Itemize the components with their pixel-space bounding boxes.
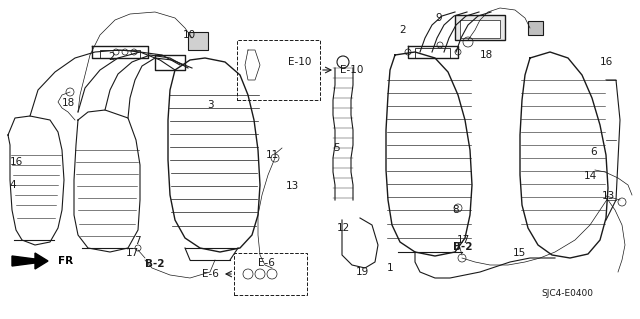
Text: 1: 1 bbox=[387, 263, 394, 273]
Text: 15: 15 bbox=[513, 248, 525, 258]
Text: E-6: E-6 bbox=[257, 258, 275, 268]
Text: FR: FR bbox=[58, 256, 73, 266]
Text: 13: 13 bbox=[602, 191, 614, 201]
Text: E-10: E-10 bbox=[340, 65, 364, 75]
Text: 17: 17 bbox=[125, 248, 139, 258]
Text: 6: 6 bbox=[591, 147, 597, 157]
Bar bbox=[528, 21, 543, 35]
Text: 19: 19 bbox=[355, 267, 369, 277]
Text: 9: 9 bbox=[436, 13, 442, 23]
Text: 16: 16 bbox=[600, 57, 612, 67]
Text: 4: 4 bbox=[10, 180, 16, 190]
Text: SJC4-E0400: SJC4-E0400 bbox=[541, 288, 593, 298]
Bar bbox=[100, 50, 140, 58]
Text: 7: 7 bbox=[134, 236, 140, 246]
Text: 10: 10 bbox=[182, 30, 196, 40]
Text: E-10: E-10 bbox=[288, 57, 312, 67]
Text: 3: 3 bbox=[207, 100, 213, 110]
Text: 8: 8 bbox=[452, 205, 460, 215]
Text: 18: 18 bbox=[479, 50, 493, 60]
Bar bbox=[188, 32, 208, 50]
Polygon shape bbox=[12, 253, 48, 269]
Text: 16: 16 bbox=[10, 157, 22, 167]
Bar bbox=[455, 15, 505, 40]
Bar bbox=[237, 40, 320, 100]
Bar bbox=[234, 253, 307, 295]
Text: 2: 2 bbox=[400, 25, 406, 35]
Bar bbox=[460, 20, 500, 38]
Text: 2: 2 bbox=[109, 52, 115, 62]
Text: B-2: B-2 bbox=[453, 242, 473, 252]
Text: 14: 14 bbox=[584, 171, 596, 181]
Text: 12: 12 bbox=[337, 223, 349, 233]
Text: E-6: E-6 bbox=[202, 269, 219, 279]
Text: 5: 5 bbox=[333, 143, 340, 153]
Text: 11: 11 bbox=[266, 150, 278, 160]
Text: B-2: B-2 bbox=[145, 259, 164, 269]
Text: 13: 13 bbox=[285, 181, 299, 191]
Text: 18: 18 bbox=[61, 98, 75, 108]
Bar bbox=[415, 48, 450, 58]
Text: 17: 17 bbox=[456, 235, 470, 245]
